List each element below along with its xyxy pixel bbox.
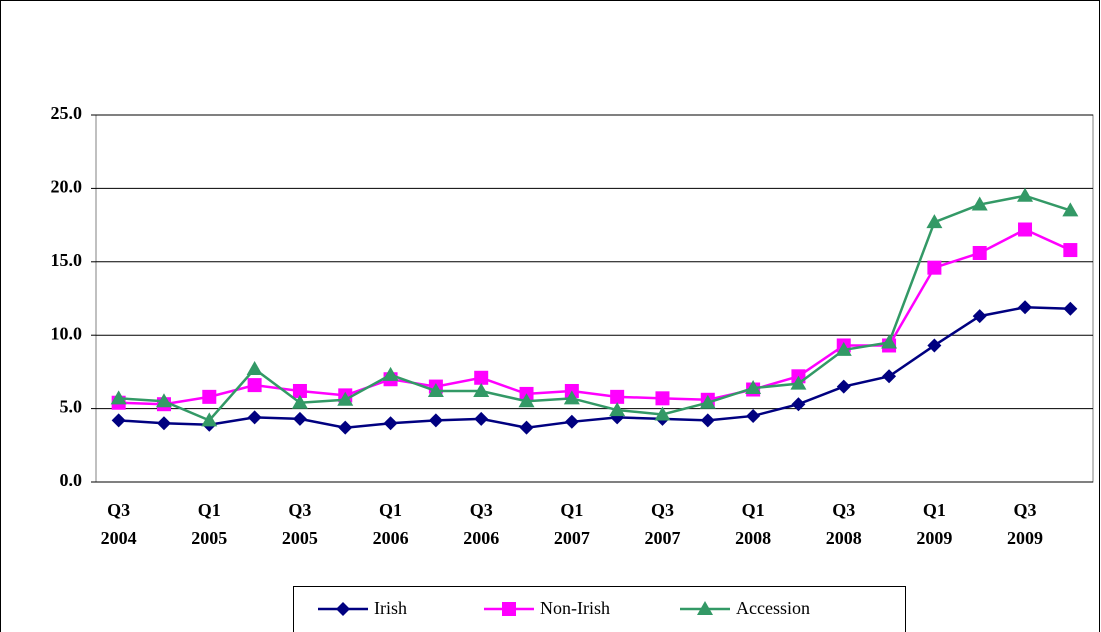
marker [1018, 300, 1033, 315]
marker [338, 420, 353, 435]
marker [699, 394, 716, 409]
marker [745, 380, 762, 395]
y-tick-label: 15.0 [51, 250, 83, 270]
x-tick-label: Q1 2009 [916, 500, 953, 548]
marker [519, 420, 534, 435]
marker [610, 389, 625, 404]
marker [337, 391, 354, 406]
legend-label: Irish [374, 598, 407, 618]
marker [291, 394, 308, 409]
marker [201, 412, 218, 427]
y-tick-label: 25.0 [51, 103, 83, 123]
marker [927, 260, 942, 275]
series-line [118, 306, 1071, 429]
x-tick-label: Q1 2006 [372, 500, 409, 548]
marker [927, 338, 942, 353]
y-tick-label: 0.0 [60, 470, 83, 490]
marker [971, 196, 988, 211]
marker [1062, 202, 1079, 217]
marker [1063, 301, 1078, 316]
series-line [118, 228, 1071, 406]
marker [1063, 243, 1078, 258]
marker [881, 334, 898, 349]
marker [654, 406, 671, 421]
x-tick-label: Q3 2004 [100, 500, 137, 548]
marker [155, 393, 172, 408]
marker [428, 413, 443, 428]
marker [835, 341, 852, 356]
marker [564, 414, 579, 429]
marker [474, 411, 489, 426]
marker [111, 413, 126, 428]
marker [972, 245, 987, 260]
x-tick-label: Q1 2008 [735, 500, 772, 548]
marker [882, 369, 897, 384]
marker [791, 397, 806, 412]
x-tick-label: Q1 2005 [191, 500, 228, 548]
marker [655, 391, 670, 406]
marker [246, 360, 263, 375]
marker [156, 416, 171, 431]
legend-label: Non-Irish [540, 598, 610, 618]
marker [790, 375, 807, 390]
marker [1018, 222, 1033, 237]
y-tick-label: 20.0 [51, 177, 83, 197]
marker [292, 383, 307, 398]
marker [1017, 187, 1034, 202]
x-tick-label: Q3 2005 [281, 500, 318, 548]
marker [382, 366, 399, 381]
legend-box [293, 586, 906, 632]
marker [202, 389, 217, 404]
plot-area [95, 114, 1094, 483]
x-tick-label: Q1 2007 [553, 500, 590, 548]
legend-marker [697, 601, 713, 615]
marker [427, 382, 444, 397]
marker [110, 390, 127, 405]
marker [836, 379, 851, 394]
marker [247, 410, 262, 425]
x-tick-label: Q3 2007 [644, 500, 681, 548]
marker [972, 309, 987, 324]
marker [700, 413, 715, 428]
marker [563, 390, 580, 405]
y-tick-label: 10.0 [51, 323, 83, 343]
marker [609, 402, 626, 417]
marker [292, 411, 307, 426]
marker [474, 370, 489, 385]
legend-marker [502, 602, 516, 616]
series-line [118, 194, 1071, 422]
marker [518, 393, 535, 408]
y-tick-label: 5.0 [60, 397, 83, 417]
x-tick-label: Q3 2006 [463, 500, 500, 548]
marker [473, 382, 490, 397]
x-tick-label: Q3 2009 [1007, 500, 1044, 548]
marker [926, 214, 943, 229]
x-tick-label: Q3 2008 [825, 500, 862, 548]
marker [247, 378, 262, 393]
legend-marker [336, 602, 350, 616]
marker [746, 408, 761, 423]
legend-label: Accession [736, 598, 810, 618]
marker [383, 416, 398, 431]
